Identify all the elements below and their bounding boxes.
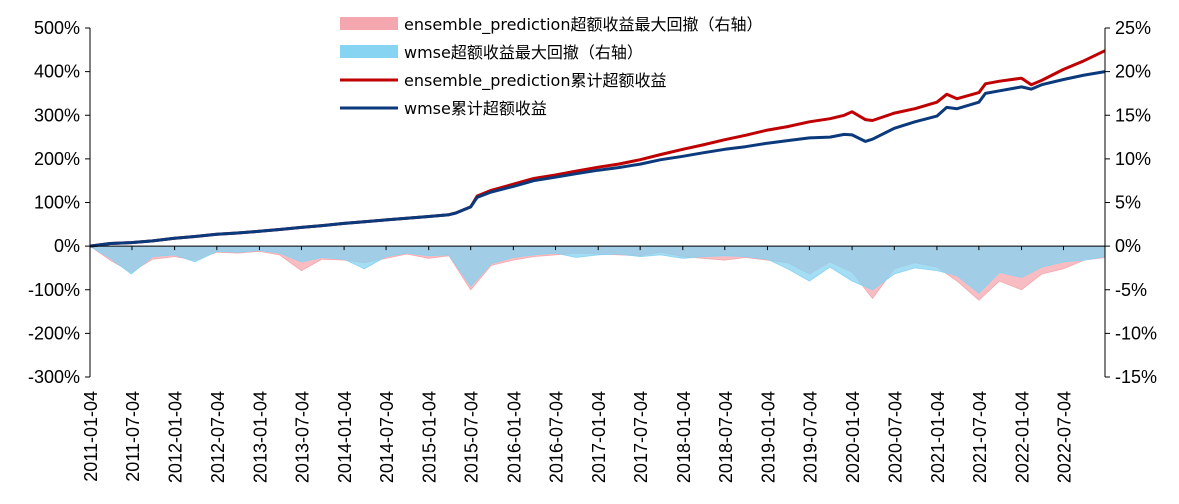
y-left-tick-label: 400%	[34, 62, 80, 82]
axes: -300% -200% -100% 0% 100% 200% 300% 400% 500% -15…	[28, 18, 1157, 483]
y-left-tick-label: 500%	[34, 18, 80, 38]
y-left-tick-label: -200%	[28, 323, 80, 343]
x-tick-label: 2013-01-04	[251, 391, 271, 483]
y-right-tick-label: 5%	[1115, 193, 1141, 213]
y-right-tick-label: 20%	[1115, 62, 1151, 82]
y-right-tick-label: -15%	[1115, 367, 1157, 387]
y-right-tick-label: 10%	[1115, 149, 1151, 169]
x-tick-label: 2016-01-04	[504, 391, 524, 483]
legend-label-wmse-1: wmse超额收益最大回撤（右轴）	[404, 43, 643, 62]
cumulative-lines	[89, 49, 1106, 248]
drawdown-areas	[88, 245, 1106, 301]
x-tick-label: 2021-01-04	[928, 391, 948, 483]
y-right-tick-label: 15%	[1115, 105, 1151, 125]
y-left-tick-label: -100%	[28, 280, 80, 300]
legend-label-wmse-3: wmse累计超额收益	[404, 99, 547, 118]
y-left-tick-label: 100%	[34, 193, 80, 213]
x-tick-label: 2017-07-04	[631, 391, 651, 483]
x-tick-label: 2016-07-04	[547, 391, 567, 483]
x-tick-label: 2011-01-04	[81, 391, 101, 482]
y-right-tick-label: -5%	[1115, 280, 1147, 300]
x-tick-label: 2018-07-04	[716, 391, 736, 483]
x-tick-label: 2011-07-04	[123, 391, 143, 482]
y-right-tick-label: 0%	[1115, 236, 1141, 256]
x-tick-label: 2018-01-04	[674, 391, 694, 483]
y-left-tick-label: 300%	[34, 105, 80, 125]
x-tick-label: 2012-01-04	[166, 391, 186, 483]
legend-swatch-wmse-1	[340, 45, 398, 58]
line-wmse-3	[89, 70, 1106, 248]
y-left-tick-label: -300%	[28, 367, 80, 387]
legend-swatch-ensemble-prediction-0	[340, 17, 398, 30]
x-tick-label: 2013-07-04	[292, 391, 312, 483]
x-tick-label: 2015-01-04	[420, 391, 440, 483]
x-tick-label: 2019-01-04	[758, 391, 778, 483]
y-left-tick-label: 200%	[34, 149, 80, 169]
y-left-tick-label: 0%	[54, 236, 80, 256]
x-tick-label: 2012-07-04	[208, 391, 228, 483]
x-tick-label: 2019-07-04	[800, 391, 820, 483]
legend-label-ensemble-prediction-0: ensemble_prediction超额收益最大回撤（右轴）	[404, 15, 762, 35]
x-tick-label: 2014-07-04	[377, 391, 397, 483]
x-tick-label: 2015-07-04	[462, 391, 482, 483]
x-tick-label: 2022-01-04	[1013, 391, 1033, 483]
y-right-tick-label: 25%	[1115, 18, 1151, 38]
legend: ensemble_prediction超额收益最大回撤（右轴） wmse超额收益最…	[340, 15, 762, 118]
y-right-tick-label: -10%	[1115, 323, 1157, 343]
x-tick-label: 2021-07-04	[970, 391, 990, 483]
x-tick-label: 2022-07-04	[1055, 391, 1075, 483]
legend-label-ensemble-prediction-2: ensemble_prediction累计超额收益	[404, 71, 666, 91]
x-tick-label: 2020-07-04	[885, 391, 905, 483]
x-tick-label: 2014-01-04	[335, 391, 355, 483]
x-tick-label: 2017-01-04	[589, 391, 609, 483]
x-tick-label: 2020-01-04	[843, 391, 863, 483]
area-wmse-1	[88, 245, 1106, 294]
